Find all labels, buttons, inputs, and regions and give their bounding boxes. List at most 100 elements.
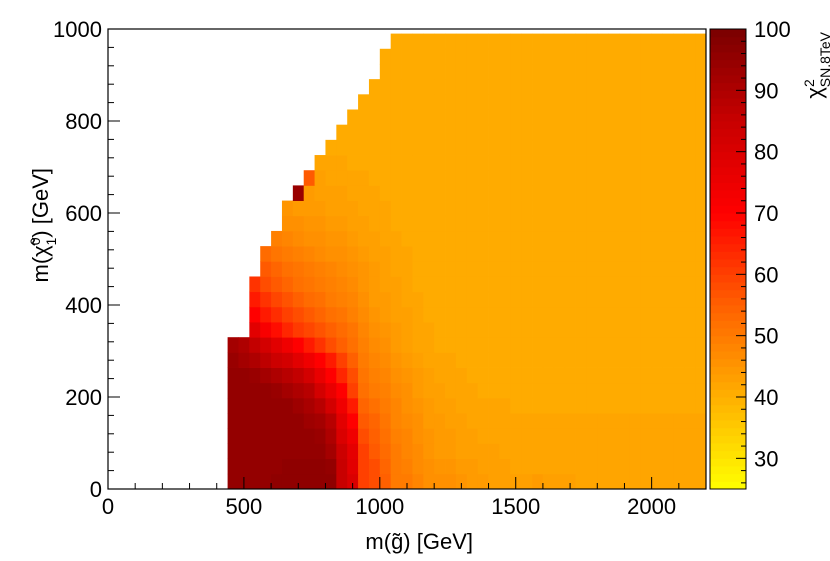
- heatmap-cell: [390, 352, 402, 368]
- heatmap-cell: [564, 63, 576, 80]
- heatmap-cell: [510, 397, 522, 414]
- heatmap-cell: [542, 428, 555, 444]
- heatmap-cell: [564, 443, 576, 460]
- heatmap-cell: [260, 458, 272, 475]
- heatmap-cell: [640, 276, 653, 293]
- heatmap-cell: [542, 200, 555, 217]
- heatmap-cell: [434, 337, 446, 353]
- heatmap-cell: [260, 413, 272, 429]
- heatmap-cell: [640, 413, 653, 429]
- heatmap-cell: [651, 443, 663, 460]
- palette-band: [710, 220, 746, 229]
- heatmap-cell: [586, 170, 598, 186]
- palette-band: [710, 105, 746, 114]
- heatmap-cell: [488, 367, 500, 384]
- x-tick-label: 500: [226, 494, 263, 519]
- heatmap-cell: [412, 473, 424, 490]
- heatmap-cell: [532, 63, 544, 80]
- heatmap-cell: [564, 382, 576, 399]
- heatmap-cell: [651, 322, 663, 338]
- heatmap-cell: [510, 170, 522, 186]
- heatmap-cell: [684, 124, 696, 141]
- heatmap-cell: [510, 443, 522, 460]
- heatmap-cell: [260, 382, 272, 399]
- heatmap-cell: [619, 170, 631, 186]
- heatmap-cell: [553, 473, 566, 490]
- heatmap-cell: [249, 367, 261, 384]
- heatmap-cell: [651, 291, 663, 308]
- heatmap-cell: [455, 458, 468, 475]
- heatmap-cell: [684, 473, 696, 490]
- heatmap-cell: [347, 170, 359, 186]
- heatmap-cell: [292, 337, 305, 353]
- heatmap-cell: [368, 306, 381, 323]
- heatmap-cell: [499, 352, 511, 368]
- heatmap-cell: [434, 139, 446, 156]
- heatmap-cell: [597, 230, 609, 247]
- heatmap-cell: [379, 291, 392, 308]
- heatmap-cell: [358, 367, 370, 384]
- heatmap-cell: [455, 170, 468, 186]
- heatmap-cell: [499, 185, 511, 201]
- heatmap-cell: [575, 322, 587, 338]
- heatmap-cell: [379, 458, 392, 475]
- heatmap-cell: [347, 322, 359, 338]
- heatmap-cell: [510, 185, 522, 201]
- y-axis-title-tail: ) [GeV]: [28, 168, 53, 238]
- heatmap-cell: [423, 63, 435, 80]
- heatmap-cell: [684, 428, 696, 444]
- heatmap-cell: [368, 94, 381, 110]
- heatmap-cell: [586, 79, 598, 95]
- heatmap-cell: [597, 413, 609, 429]
- heatmap-cell: [651, 79, 663, 95]
- heatmap-cell: [586, 261, 598, 277]
- heatmap-cell: [629, 367, 642, 384]
- heatmap-cell: [390, 367, 402, 384]
- heatmap-cell: [542, 337, 555, 353]
- heatmap-cell: [379, 200, 392, 217]
- heatmap-cell: [368, 458, 381, 475]
- heatmap-cell: [347, 458, 359, 475]
- heatmap-cell: [455, 109, 468, 126]
- heatmap-cell: [358, 215, 370, 232]
- heatmap-cell: [586, 94, 598, 110]
- heatmap-cell: [542, 215, 555, 232]
- heatmap-cell: [510, 428, 522, 444]
- heatmap-cell: [358, 139, 370, 156]
- heatmap-cell: [423, 200, 435, 217]
- heatmap-cell: [336, 291, 348, 308]
- heatmap-cell: [314, 306, 326, 323]
- heatmap-cell: [564, 170, 576, 186]
- heatmap-cell: [542, 322, 555, 338]
- heatmap-cell: [499, 170, 511, 186]
- heatmap-cell: [292, 185, 305, 201]
- palette-band: [710, 251, 746, 260]
- heatmap-cell: [532, 352, 544, 368]
- heatmap-cell: [673, 428, 685, 444]
- heatmap-cell: [586, 124, 598, 141]
- heatmap-cell: [325, 367, 337, 384]
- heatmap-cell: [488, 428, 500, 444]
- heatmap-cell: [499, 215, 511, 232]
- heatmap-cell: [619, 367, 631, 384]
- heatmap-cell: [412, 261, 424, 277]
- heatmap-cell: [227, 367, 239, 384]
- heatmap-cell: [336, 443, 348, 460]
- heatmap-cell: [510, 276, 522, 293]
- heatmap-cell: [575, 276, 587, 293]
- heatmap-cell: [401, 413, 413, 429]
- heatmap-cell: [695, 94, 707, 110]
- heatmap-cell: [314, 246, 326, 262]
- heatmap-cell: [379, 246, 392, 262]
- heatmap-cell: [608, 215, 620, 232]
- heatmap-cell: [586, 413, 598, 429]
- heatmap-cell: [640, 215, 653, 232]
- heatmap-cell: [379, 382, 392, 399]
- heatmap-cell: [445, 382, 457, 399]
- heatmap-cell: [249, 428, 261, 444]
- heatmap-cell: [695, 276, 707, 293]
- heatmap-cell: [390, 124, 402, 141]
- heatmap-cell: [423, 458, 435, 475]
- heatmap-cell: [629, 261, 642, 277]
- heatmap-cell: [423, 33, 435, 50]
